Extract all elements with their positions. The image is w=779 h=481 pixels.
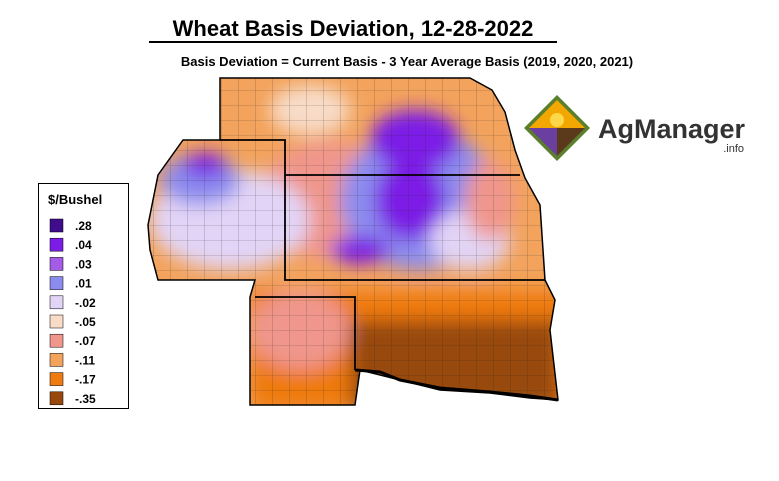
legend-swatch <box>49 333 64 348</box>
logo-suffix: .info <box>723 143 744 155</box>
legend-swatch <box>49 218 64 233</box>
legend-label: .03 <box>75 257 92 271</box>
legend-swatch <box>49 295 64 310</box>
logo-name: AgManager <box>598 114 746 144</box>
legend-swatch <box>49 391 64 406</box>
legend-label: .01 <box>75 277 92 291</box>
title: Wheat Basis Deviation, 12-28-2022 <box>173 16 534 41</box>
state-borders <box>147 77 559 406</box>
legend-label: -.02 <box>75 296 96 310</box>
legend-label: -.35 <box>75 392 96 406</box>
legend-label: .28 <box>75 219 92 233</box>
legend-label: .04 <box>75 238 92 252</box>
subtitle: Basis Deviation = Current Basis - 3 Year… <box>181 54 633 69</box>
legend-swatch <box>49 372 64 386</box>
legend-swatch <box>49 276 64 290</box>
logo: AgManager .info <box>522 95 746 163</box>
legend-label: -.05 <box>75 315 96 329</box>
legend-label: -.17 <box>75 373 96 387</box>
legend-label: -.11 <box>75 353 95 367</box>
legend-swatch <box>49 314 64 329</box>
legend-swatch <box>49 237 64 252</box>
legend-swatch <box>49 353 64 367</box>
legend-label: -.07 <box>75 334 96 348</box>
map-fill <box>148 78 558 405</box>
legend-title: $/Bushel <box>48 192 102 207</box>
legend-swatch <box>49 257 64 271</box>
legend-items: .28 .04 .03 .01 -.02 -.05 -.07 -.11 -.17 -.35 <box>49 218 96 406</box>
